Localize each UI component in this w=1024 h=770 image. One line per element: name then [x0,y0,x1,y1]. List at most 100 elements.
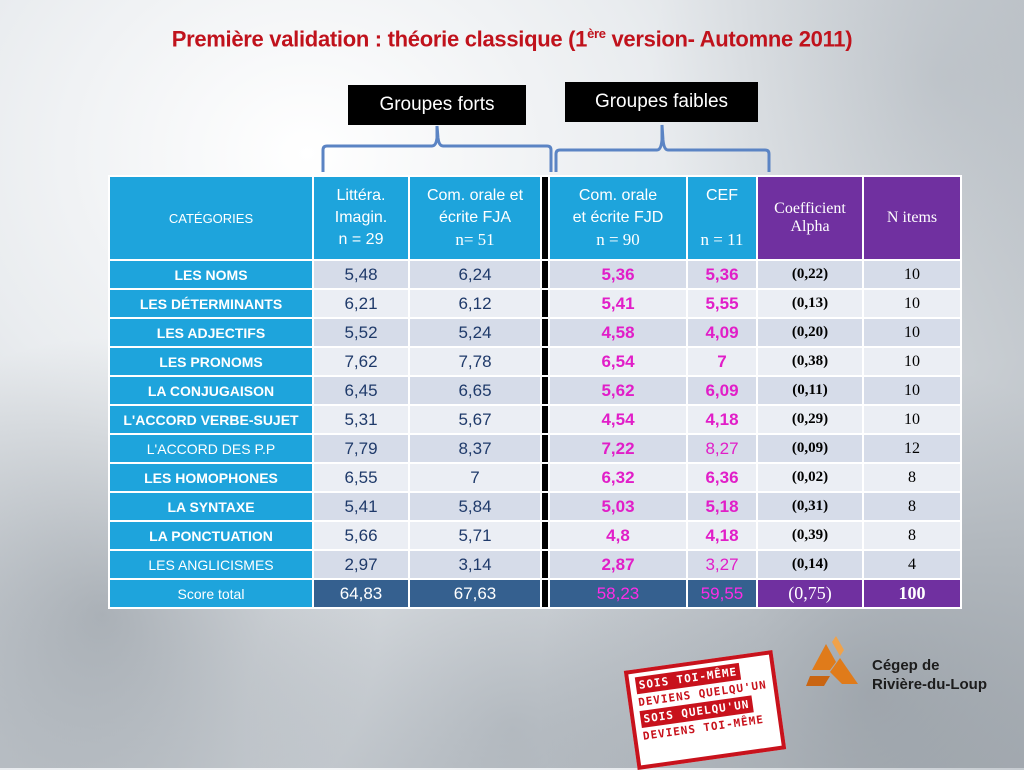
value-litt-imagin: 7,79 [312,433,410,464]
column-separator [540,578,550,609]
value-litt-imagin: 6,21 [312,288,410,319]
value-litt-imagin: 5,48 [312,259,410,290]
value-alpha: (0,31) [756,491,864,522]
value-com-fja: 5,84 [408,491,542,522]
value-n-items: 10 [862,259,962,290]
header-alpha: Coefficient Alpha [756,175,864,261]
value-litt-imagin: 5,52 [312,317,410,348]
total-com-fjd: 58,23 [548,578,688,609]
group-label-faibles: Groupes faibles [565,82,758,122]
column-separator [540,520,550,551]
value-com-fjd: 4,58 [548,317,688,348]
column-separator [540,259,550,290]
value-litt-imagin: 7,62 [312,346,410,377]
value-alpha: (0,39) [756,520,864,551]
value-com-fja: 7,78 [408,346,542,377]
value-com-fja: 6,24 [408,259,542,290]
table-row: LES HOMOPHONES 6,55 7 6,32 6,36 (0,02) 8 [108,462,962,493]
header-n-items: N items [862,175,962,261]
motto-stamp: SOIS TOI-MÊME DEVIENS QUELQU'UN SOIS QUE… [623,650,787,770]
header-com-fjd: Com. orale et écrite FJD n = 90 [548,175,688,261]
value-cef: 5,18 [686,491,758,522]
table-row: LES PRONOMS 7,62 7,78 6,54 7 (0,38) 10 [108,346,962,377]
header-cef: CEF n = 11 [686,175,758,261]
table-row: LES ANGLICISMES 2,97 3,14 2,87 3,27 (0,1… [108,549,962,580]
brace-forts [321,125,553,172]
row-category: L'ACCORD DES P.P [108,433,314,464]
total-com-fja: 67,63 [408,578,542,609]
value-litt-imagin: 6,55 [312,462,410,493]
value-com-fjd: 5,62 [548,375,688,406]
column-separator [540,549,550,580]
value-alpha: (0,20) [756,317,864,348]
value-alpha: (0,02) [756,462,864,493]
value-cef: 4,18 [686,404,758,435]
value-cef: 8,27 [686,433,758,464]
value-com-fja: 5,71 [408,520,542,551]
table-row: LA SYNTAXE 5,41 5,84 5,03 5,18 (0,31) 8 [108,491,962,522]
value-n-items: 10 [862,404,962,435]
table-row: LES DÉTERMINANTS 6,21 6,12 5,41 5,55 (0,… [108,288,962,319]
total-n-items: 100 [862,578,962,609]
value-n-items: 8 [862,520,962,551]
value-cef: 5,36 [686,259,758,290]
row-category: LES DÉTERMINANTS [108,288,314,319]
row-category: L'ACCORD VERBE-SUJET [108,404,314,435]
value-alpha: (0,38) [756,346,864,377]
total-cef: 59,55 [686,578,758,609]
value-cef: 6,36 [686,462,758,493]
value-alpha: (0,29) [756,404,864,435]
value-n-items: 10 [862,375,962,406]
table-row: LES ADJECTIFS 5,52 5,24 4,58 4,09 (0,20)… [108,317,962,348]
value-n-items: 8 [862,462,962,493]
column-separator [540,491,550,522]
value-com-fjd: 6,54 [548,346,688,377]
table-row: L'ACCORD DES P.P 7,79 8,37 7,22 8,27 (0,… [108,433,962,464]
value-com-fjd: 4,8 [548,520,688,551]
row-category: LES ADJECTIFS [108,317,314,348]
brace-faibles [554,124,771,172]
value-n-items: 10 [862,346,962,377]
value-litt-imagin: 5,66 [312,520,410,551]
cegep-logo-icon [806,636,858,686]
value-litt-imagin: 6,45 [312,375,410,406]
row-category: LA CONJUGAISON [108,375,314,406]
slide-title: Première validation : théorie classique … [171,26,853,52]
value-n-items: 12 [862,433,962,464]
value-litt-imagin: 2,97 [312,549,410,580]
column-separator [540,375,550,406]
table-total-row: Score total 64,83 67,63 58,23 59,55 (0,7… [108,578,962,609]
value-n-items: 10 [862,317,962,348]
column-separator [540,404,550,435]
total-alpha: (0,75) [756,578,864,609]
group-braces [321,124,771,172]
value-cef: 3,27 [686,549,758,580]
group-label-forts: Groupes forts [348,85,526,125]
value-com-fjd: 5,41 [548,288,688,319]
value-n-items: 8 [862,491,962,522]
header-com-fja: Com. orale et écrite FJA n= 51 [408,175,542,261]
value-com-fjd: 7,22 [548,433,688,464]
table-row: LA CONJUGAISON 6,45 6,65 5,62 6,09 (0,11… [108,375,962,406]
value-n-items: 4 [862,549,962,580]
column-separator [540,462,550,493]
value-com-fja: 6,65 [408,375,542,406]
value-com-fjd: 5,36 [548,259,688,290]
value-alpha: (0,14) [756,549,864,580]
row-category: LES NOMS [108,259,314,290]
row-category: LES PRONOMS [108,346,314,377]
value-cef: 4,09 [686,317,758,348]
row-category: LES HOMOPHONES [108,462,314,493]
value-alpha: (0,22) [756,259,864,290]
table-row: LES NOMS 5,48 6,24 5,36 5,36 (0,22) 10 [108,259,962,290]
table-header-row: CATÉGORIES Littéra. Imagin. n = 29 Com. or… [108,175,962,261]
value-alpha: (0,13) [756,288,864,319]
value-cef: 4,18 [686,520,758,551]
value-com-fja: 8,37 [408,433,542,464]
value-alpha: (0,09) [756,433,864,464]
results-table: CATÉGORIES Littéra. Imagin. n = 29 Com. or… [108,175,962,609]
value-com-fjd: 2,87 [548,549,688,580]
column-separator [540,433,550,464]
row-category: LA PONCTUATION [108,520,314,551]
column-separator [540,175,550,261]
